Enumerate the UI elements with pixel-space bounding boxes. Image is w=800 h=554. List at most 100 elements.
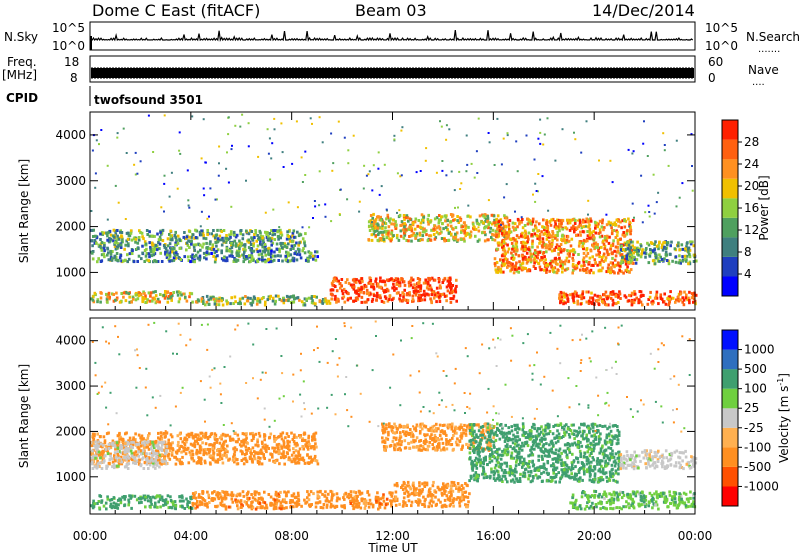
- heat-cell: [107, 258, 111, 262]
- heat-cell: [596, 263, 599, 267]
- heat-cell: [545, 264, 548, 267]
- heat-cell: [441, 293, 444, 296]
- heat-cell: [202, 299, 205, 303]
- heat-cell: [579, 240, 583, 244]
- heat-cell: [360, 295, 364, 299]
- heat-cell: [579, 233, 582, 237]
- heat-cell: [119, 501, 123, 505]
- heat-cell: [331, 288, 335, 292]
- heat-cell: [213, 251, 217, 255]
- heat-cell: [142, 290, 145, 294]
- heat-cell: [183, 443, 187, 447]
- heat-cell: [136, 445, 139, 449]
- heat-cell: [240, 241, 243, 245]
- heat-cell: [597, 252, 601, 256]
- heat-cell: [577, 260, 581, 264]
- heat-cell: [630, 300, 634, 303]
- heat-scatter: [343, 136, 346, 139]
- heat-cell: [428, 234, 431, 238]
- heat-cell: [171, 250, 174, 254]
- heat-cell: [232, 302, 235, 305]
- heat-cell: [374, 226, 377, 230]
- heat-cell: [204, 448, 207, 451]
- heat-cell: [251, 434, 255, 438]
- heat-cell: [545, 270, 548, 274]
- heat-cell: [230, 250, 234, 254]
- heat-scatter: [657, 191, 660, 194]
- heat-cell: [118, 459, 121, 463]
- heat-cell: [267, 258, 271, 262]
- heat-cell: [666, 241, 670, 245]
- heat-cell: [256, 299, 259, 303]
- heat-cell: [299, 457, 303, 461]
- heat-cell: [385, 217, 388, 221]
- heat-scatter: [580, 151, 583, 154]
- heat-cell: [257, 253, 261, 257]
- heat-cell: [665, 259, 669, 262]
- heat-cell: [131, 443, 135, 447]
- heat-cell: [166, 244, 170, 248]
- heat-cell: [298, 447, 302, 451]
- heat-scatter: [272, 208, 275, 211]
- heat-cell: [131, 446, 134, 449]
- heat-cell: [95, 236, 99, 240]
- heat-cell: [659, 255, 662, 259]
- heat-cell: [375, 291, 379, 295]
- heat-cell: [435, 216, 439, 220]
- heat-scatter: [134, 173, 137, 176]
- heat-cell: [435, 286, 439, 290]
- heat-cell: [165, 431, 168, 435]
- heat-cell: [140, 434, 144, 438]
- heat-cell: [215, 459, 218, 463]
- heat-cell: [533, 232, 537, 236]
- heat-cell: [283, 490, 286, 494]
- heat-scatter: [362, 187, 365, 190]
- heat-cell: [579, 223, 583, 227]
- heat-cell: [628, 270, 631, 274]
- heat-cell: [254, 507, 258, 511]
- heat-cell: [510, 251, 513, 255]
- heat-cell: [287, 235, 290, 238]
- heat-cell: [514, 252, 518, 256]
- heat-cell: [395, 287, 398, 291]
- heat-cell: [120, 443, 123, 447]
- heat-cell: [621, 255, 624, 259]
- heat-cell: [413, 283, 416, 287]
- heat-cell: [557, 226, 561, 230]
- heat-cell: [266, 231, 269, 234]
- heat-cell: [574, 267, 577, 271]
- heat-cell: [229, 235, 232, 239]
- heat-cell: [384, 290, 388, 293]
- heat-cell: [134, 293, 138, 297]
- heat-cell: [505, 231, 508, 235]
- heat-cell: [217, 303, 221, 307]
- heat-cell: [154, 301, 158, 305]
- heat-scatter: [312, 217, 314, 219]
- heat-cell: [545, 220, 549, 224]
- heat-scatter: [470, 162, 473, 165]
- heat-cell: [117, 244, 120, 248]
- heat-cell: [287, 254, 291, 258]
- heat-cell: [147, 467, 150, 470]
- heat-cell: [112, 239, 115, 243]
- heat-cell: [354, 299, 358, 302]
- heat-cell: [655, 244, 659, 248]
- heat-scatter: [605, 213, 608, 216]
- heat-scatter: [561, 128, 564, 131]
- heat-cell: [258, 460, 261, 464]
- heat-cell: [381, 226, 384, 230]
- heat-cell: [220, 457, 224, 461]
- heat-cell: [684, 296, 688, 300]
- heat-scatter: [663, 144, 666, 146]
- heat-cell: [132, 461, 135, 465]
- heat-cell: [151, 243, 154, 247]
- heat-cell: [681, 247, 685, 251]
- heat-cell: [624, 259, 628, 263]
- heat-cell: [313, 438, 317, 442]
- heat-cell: [605, 239, 608, 243]
- heat-cell: [163, 296, 167, 300]
- heat-cell: [504, 242, 507, 246]
- heat-cell: [266, 258, 269, 262]
- heat-cell: [371, 282, 375, 286]
- heat-cell: [274, 254, 277, 258]
